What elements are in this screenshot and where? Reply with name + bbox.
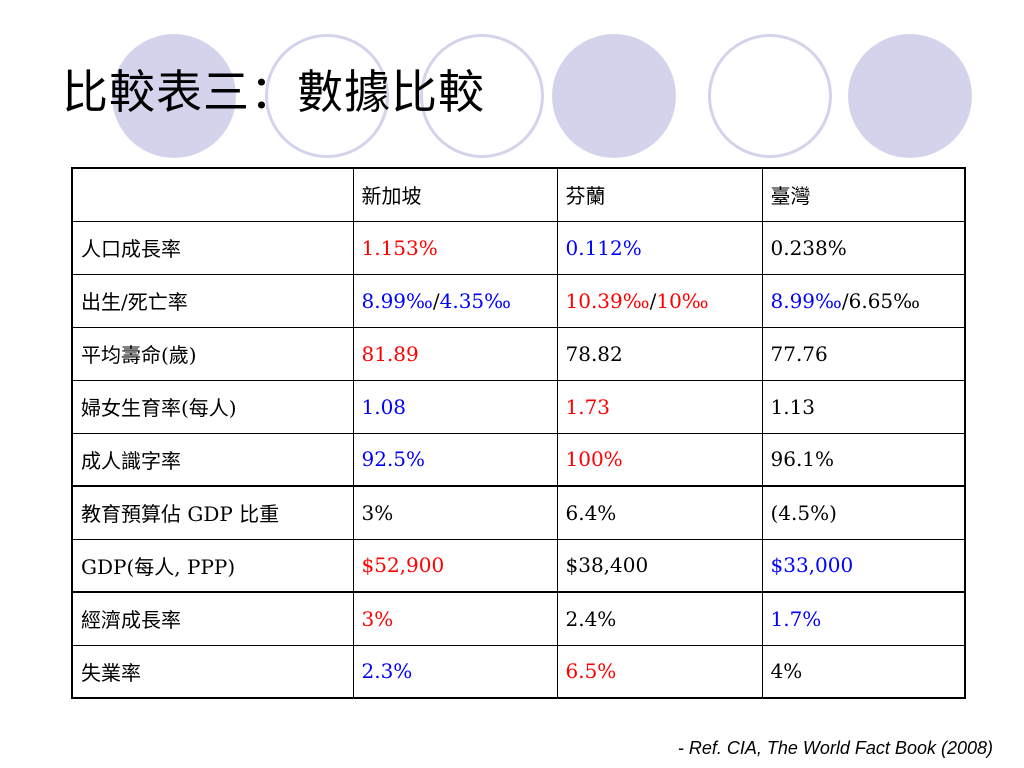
value-text: 2.3% (361, 659, 413, 684)
header-cell-finland: 芬蘭 (556, 167, 763, 222)
value-text: / (432, 288, 440, 313)
value-cell: 77.76 (761, 326, 966, 381)
value-text: 6.4% (565, 500, 617, 525)
value-text: 8.99‰ (361, 288, 433, 313)
value-cell: 1.73 (556, 379, 763, 434)
value-text: 77.76 (770, 341, 828, 366)
value-text: 4.35‰ (439, 288, 511, 313)
row-label: 出生/死亡率 (71, 273, 354, 328)
value-cell: 100% (556, 432, 763, 487)
value-cell: 92.5% (352, 432, 558, 487)
value-text: / (649, 288, 657, 313)
value-cell: 1.153% (352, 220, 558, 275)
value-text: /6.65‰ (841, 288, 920, 313)
value-text: 1.153% (361, 235, 438, 260)
value-cell: 0.238% (761, 220, 966, 275)
circle-decoration (552, 34, 676, 158)
table-row: 平均壽命(歲) 81.89 78.82 77.76 (71, 326, 966, 381)
circle-decoration (112, 34, 236, 158)
value-cell: (4.5%) (761, 485, 966, 540)
table-row: GDP(每人, PPP) $52,900 $38,400 $33,000 (71, 538, 966, 593)
value-text: 10‰ (656, 288, 709, 313)
value-cell: 1.08 (352, 379, 558, 434)
value-text: 0.238% (770, 235, 847, 260)
value-cell: 81.89 (352, 326, 558, 381)
header-cell-empty (71, 167, 354, 222)
value-cell: $33,000 (761, 538, 966, 593)
row-label: 經濟成長率 (71, 591, 354, 646)
table-row: 失業率 2.3% 6.5% 4% (71, 644, 966, 699)
slide-title: 比較表三：數據比較 (62, 65, 485, 119)
row-label: 婦女生育率(每人) (71, 379, 354, 434)
value-cell: 10.39‰/10‰ (556, 273, 763, 328)
circle-decoration (420, 34, 544, 158)
value-cell: 1.13 (761, 379, 966, 434)
value-cell: 8.99‰/6.65‰ (761, 273, 966, 328)
value-text: 1.7% (770, 606, 822, 631)
value-cell: $38,400 (556, 538, 763, 593)
value-text: 92.5% (361, 447, 426, 472)
value-text: 3% (361, 606, 394, 631)
circle-decoration (265, 34, 389, 158)
value-cell: 3% (352, 485, 558, 540)
value-text: 1.08 (361, 394, 407, 419)
value-cell: 78.82 (556, 326, 763, 381)
circle-decoration (848, 34, 972, 158)
value-text: 0.112% (565, 235, 642, 260)
value-text: 96.1% (770, 447, 835, 472)
decorative-circles (0, 0, 1024, 170)
value-text: 6.5% (565, 659, 617, 684)
value-text: 8.99‰ (770, 288, 842, 313)
value-text: 2.4% (565, 606, 617, 631)
comparison-table: 新加坡 芬蘭 臺灣 人口成長率 1.153% 0.112% 0.238% 出生/死亡率 8… (71, 167, 966, 699)
value-text: 1.73 (565, 394, 611, 419)
value-text: 1.13 (770, 394, 816, 419)
value-cell: 1.7% (761, 591, 966, 646)
value-text: 3% (361, 500, 394, 525)
value-text: 100% (565, 447, 623, 472)
value-cell: 6.5% (556, 644, 763, 699)
value-text: 78.82 (565, 341, 623, 366)
value-text: (4.5%) (770, 500, 837, 525)
value-cell: 0.112% (556, 220, 763, 275)
circle-decoration (708, 34, 832, 158)
value-text: $38,400 (565, 553, 649, 578)
value-text: 81.89 (361, 341, 419, 366)
value-cell: 2.4% (556, 591, 763, 646)
value-cell: 2.3% (352, 644, 558, 699)
table-row: 教育預算佔 GDP 比重 3% 6.4% (4.5%) (71, 485, 966, 540)
table-row: 出生/死亡率 8.99‰/4.35‰ 10.39‰/10‰ 8.99‰/6.65‰ (71, 273, 966, 328)
table-header-row: 新加坡 芬蘭 臺灣 (71, 167, 966, 222)
row-label: 失業率 (71, 644, 354, 699)
value-text: $52,900 (361, 553, 445, 578)
value-cell: 6.4% (556, 485, 763, 540)
header-cell-taiwan: 臺灣 (761, 167, 966, 222)
reference-note: - Ref. CIA, The World Fact Book (2008) (677, 738, 993, 758)
table-row: 婦女生育率(每人) 1.08 1.73 1.13 (71, 379, 966, 434)
value-cell: 3% (352, 591, 558, 646)
value-cell: 4% (761, 644, 966, 699)
value-text: 4% (770, 659, 803, 684)
table-row: 人口成長率 1.153% 0.112% 0.238% (71, 220, 966, 275)
header-cell-singapore: 新加坡 (352, 167, 558, 222)
row-label: GDP(每人, PPP) (71, 538, 354, 593)
row-label: 人口成長率 (71, 220, 354, 275)
row-label: 成人識字率 (71, 432, 354, 487)
value-text: $33,000 (770, 553, 854, 578)
value-cell: 8.99‰/4.35‰ (352, 273, 558, 328)
row-label: 教育預算佔 GDP 比重 (71, 485, 354, 540)
table-row: 經濟成長率 3% 2.4% 1.7% (71, 591, 966, 646)
row-label: 平均壽命(歲) (71, 326, 354, 381)
table-row: 成人識字率 92.5% 100% 96.1% (71, 432, 966, 487)
value-text: 10.39‰ (565, 288, 650, 313)
value-cell: 96.1% (761, 432, 966, 487)
value-cell: $52,900 (352, 538, 558, 593)
